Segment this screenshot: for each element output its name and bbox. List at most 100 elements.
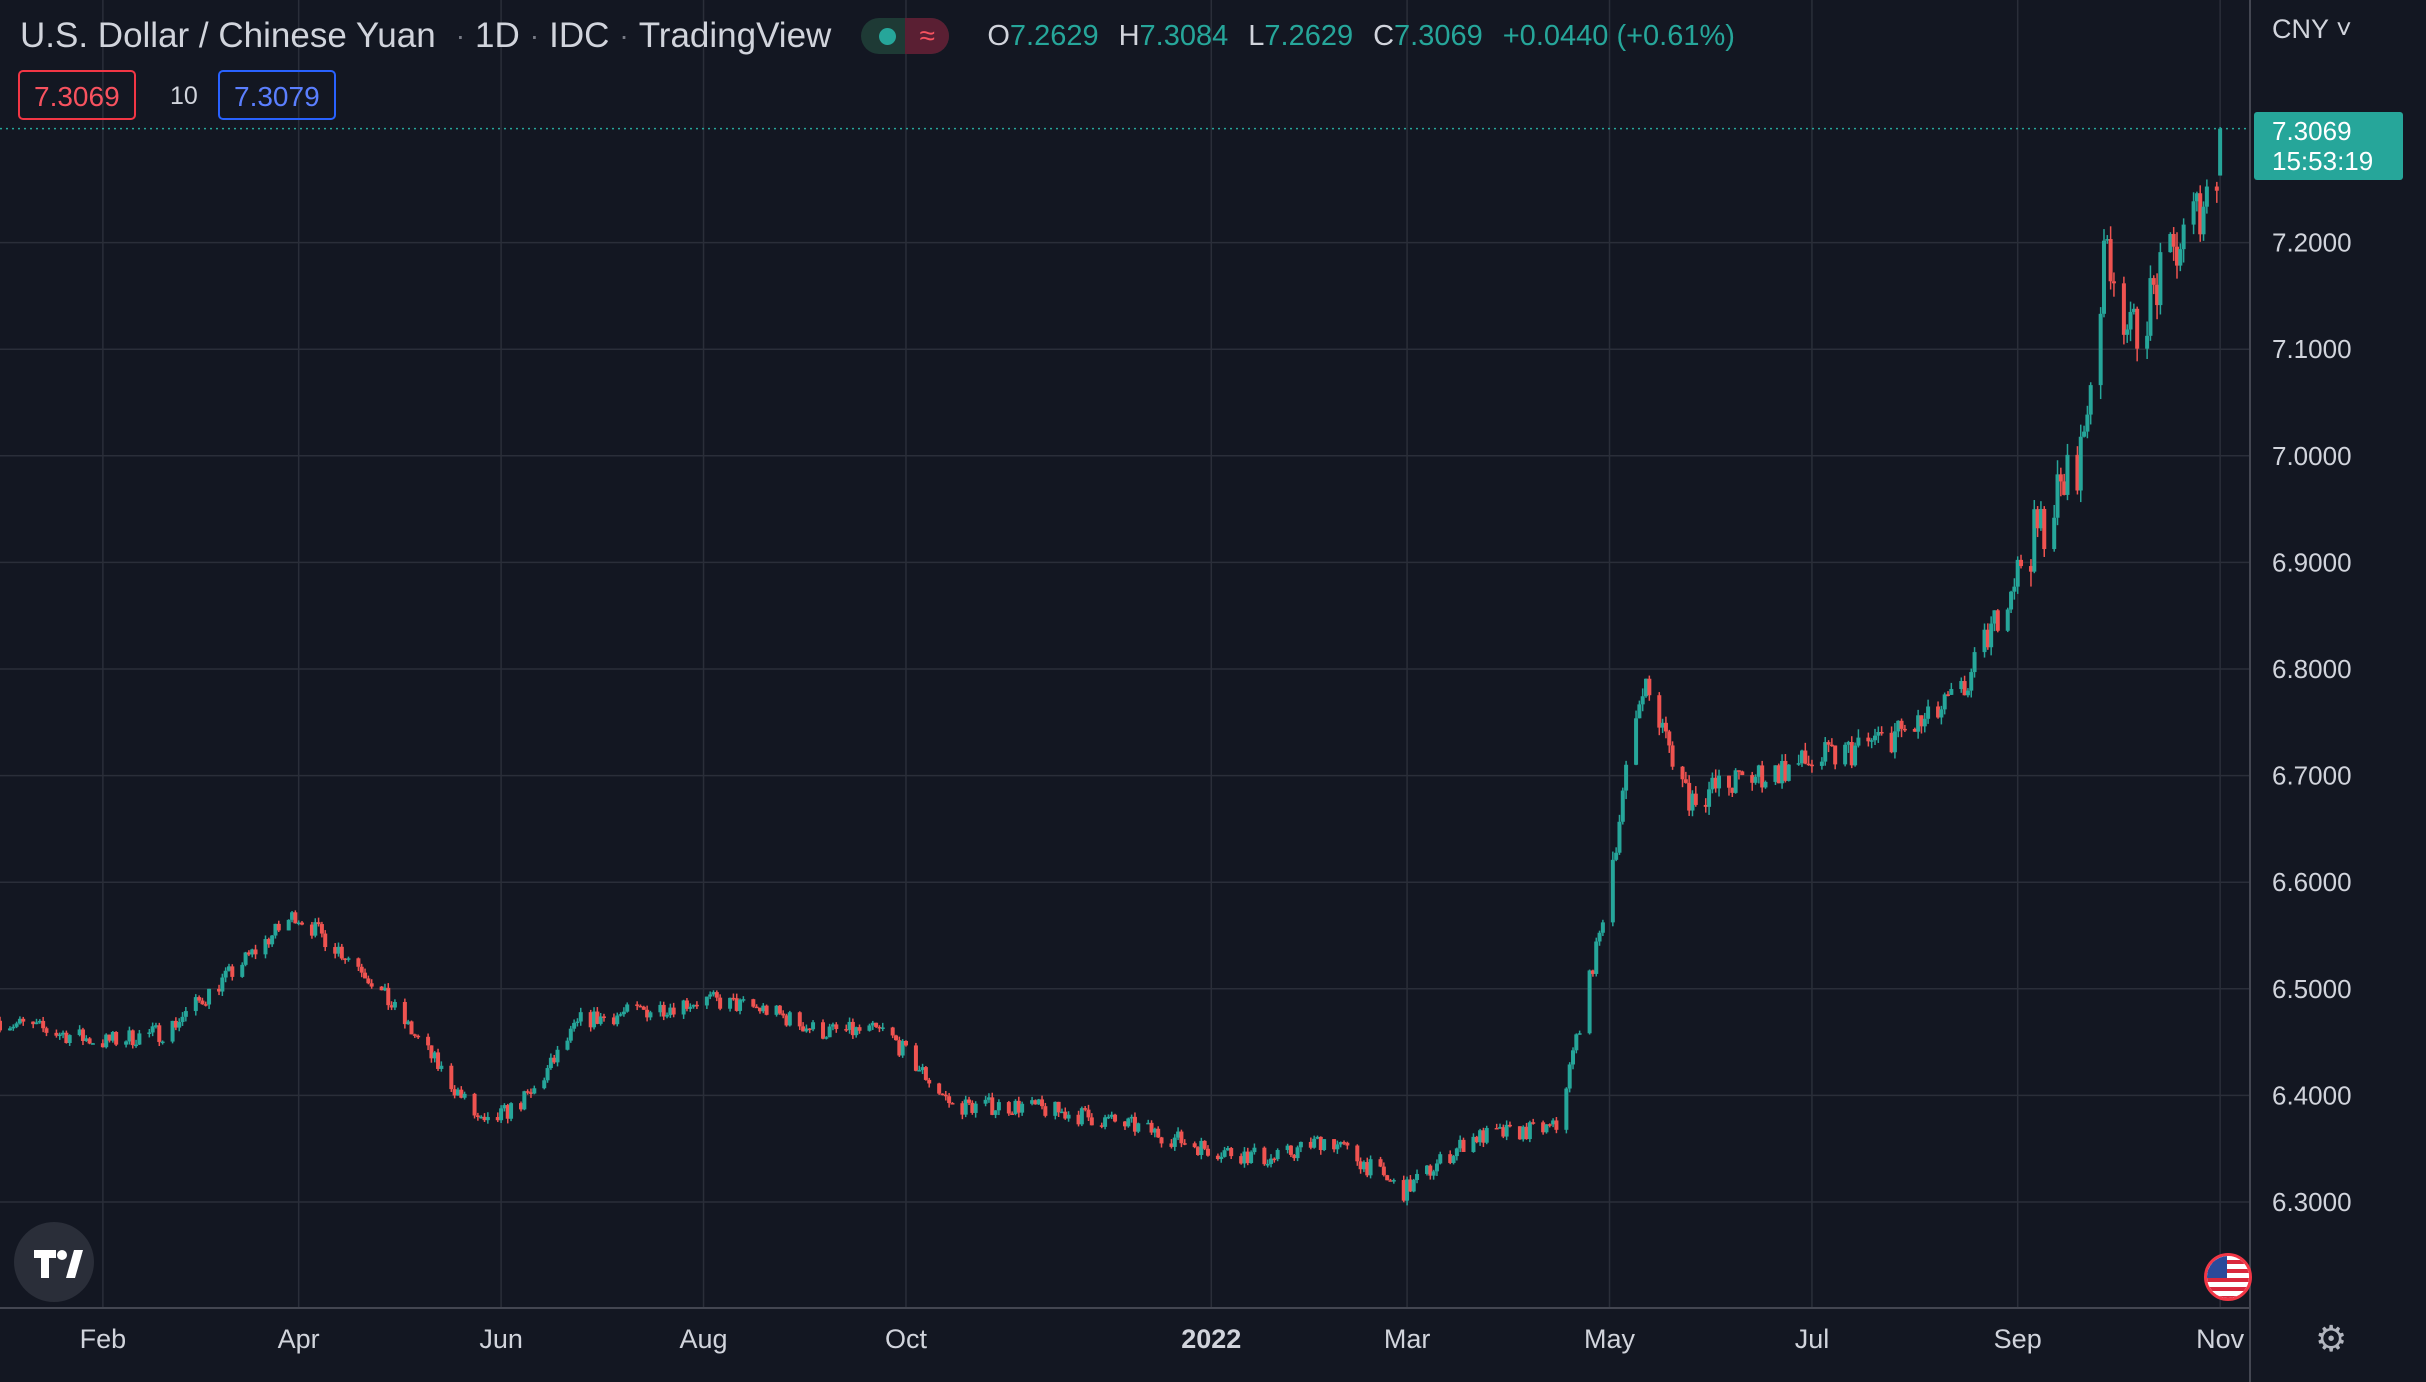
candle-body	[2015, 559, 2020, 587]
candle-body	[2058, 474, 2063, 482]
symbol-title[interactable]: U.S. Dollar / Chinese Yuan	[20, 16, 436, 55]
candle-body	[1076, 1114, 1081, 1125]
candle-body	[1846, 742, 1851, 745]
candle-body	[1590, 970, 1595, 974]
candle-body	[2201, 206, 2206, 235]
candle-body	[412, 1034, 417, 1036]
candle-body	[180, 1016, 185, 1023]
candle-body	[1196, 1147, 1201, 1156]
candle-body	[77, 1029, 82, 1036]
candle-body	[1262, 1147, 1267, 1165]
candle-body	[240, 964, 245, 977]
candle-body	[1275, 1150, 1280, 1160]
candle-body	[11, 1026, 16, 1029]
gear-icon[interactable]: ⚙	[2315, 1318, 2348, 1359]
candle-body	[708, 994, 713, 997]
candle-body	[1713, 777, 1718, 789]
candle-body	[107, 1034, 112, 1041]
candle-body	[1059, 1111, 1064, 1114]
candle-body	[7, 1028, 12, 1031]
candle-body	[824, 1037, 829, 1039]
candle-body	[844, 1029, 849, 1031]
candle-body	[761, 1005, 766, 1012]
candle-body	[319, 924, 324, 934]
candle-body	[1269, 1158, 1274, 1165]
sell-price-button[interactable]: 7.3069	[18, 70, 136, 120]
candle-body	[572, 1022, 577, 1029]
candle-body	[2128, 311, 2133, 330]
candle-body	[532, 1088, 537, 1094]
candle-body	[1544, 1124, 1549, 1133]
candle-body	[874, 1022, 879, 1027]
candle-body	[1355, 1145, 1360, 1162]
candle-body	[1710, 777, 1715, 790]
candle-body	[658, 1004, 663, 1013]
candle-body	[1484, 1127, 1489, 1143]
low-value: 7.2629	[1264, 19, 1354, 52]
candle-body	[681, 1000, 686, 1015]
candle-body	[598, 1016, 603, 1024]
candle-body	[711, 992, 716, 995]
candle-body	[528, 1092, 533, 1094]
us-flag-icon[interactable]	[2204, 1253, 2252, 1301]
candle-body	[1959, 681, 1964, 690]
quantity-field[interactable]: 10	[170, 82, 198, 110]
candle-body	[2038, 508, 2043, 529]
candle-body	[1799, 750, 1804, 764]
candle-body	[1285, 1145, 1290, 1151]
candle-body	[157, 1025, 162, 1042]
candle-body	[1431, 1171, 1436, 1176]
candle-body	[1995, 610, 2000, 631]
market-status-toggle[interactable]: ≈	[861, 18, 950, 54]
candle-body	[266, 939, 271, 945]
candle-body	[2158, 252, 2163, 306]
candle-body	[366, 978, 371, 984]
tradingview-logo-icon[interactable]	[14, 1222, 94, 1302]
x-tick-label: 2022	[1181, 1324, 1241, 1354]
interval-label[interactable]: 1D	[475, 16, 520, 55]
candle-body	[923, 1067, 928, 1080]
candle-body	[509, 1103, 514, 1119]
high-value: 7.3084	[1139, 19, 1229, 52]
candle-body	[1889, 732, 1894, 753]
candle-body	[1036, 1099, 1041, 1105]
candle-body	[1501, 1127, 1506, 1137]
candle-body	[130, 1030, 135, 1046]
candle-body	[1358, 1161, 1363, 1170]
candle-body	[1478, 1130, 1483, 1143]
candle-body	[1498, 1127, 1502, 1129]
candle-body	[104, 1034, 109, 1048]
candle-body	[827, 1026, 832, 1038]
candle-body	[2088, 385, 2093, 415]
candle-body	[704, 996, 709, 1006]
candle-body	[1361, 1162, 1366, 1170]
candle-body	[1693, 793, 1698, 805]
candle-body	[1156, 1128, 1161, 1138]
candle-body	[1242, 1151, 1247, 1164]
currency-selector[interactable]: CNY ˅	[2272, 14, 2352, 45]
candle-body	[1876, 732, 1881, 736]
candle-body	[668, 1007, 673, 1016]
candle-body	[1992, 610, 1997, 624]
candle-body	[1541, 1122, 1546, 1133]
candle-body	[648, 1012, 653, 1018]
candle-body	[200, 1000, 205, 1005]
candle-body	[684, 1000, 689, 1009]
candle-body	[568, 1028, 573, 1041]
x-tick-label: Jul	[1795, 1324, 1830, 1354]
candle-body	[2148, 278, 2153, 336]
candle-body	[764, 1005, 769, 1015]
candle-body	[1172, 1137, 1177, 1147]
candle-body	[1531, 1122, 1536, 1124]
candle-body	[1750, 775, 1755, 783]
wave-icon: ≈	[905, 18, 950, 54]
candle-body	[1989, 623, 1994, 648]
candle-body	[2135, 308, 2140, 349]
candle-body	[615, 1015, 620, 1025]
candle-body	[64, 1032, 69, 1044]
candle-body	[2125, 329, 2130, 335]
buy-price-button[interactable]: 7.3079	[218, 70, 336, 120]
candle-body	[2028, 566, 2033, 572]
candle-body	[1308, 1141, 1313, 1148]
